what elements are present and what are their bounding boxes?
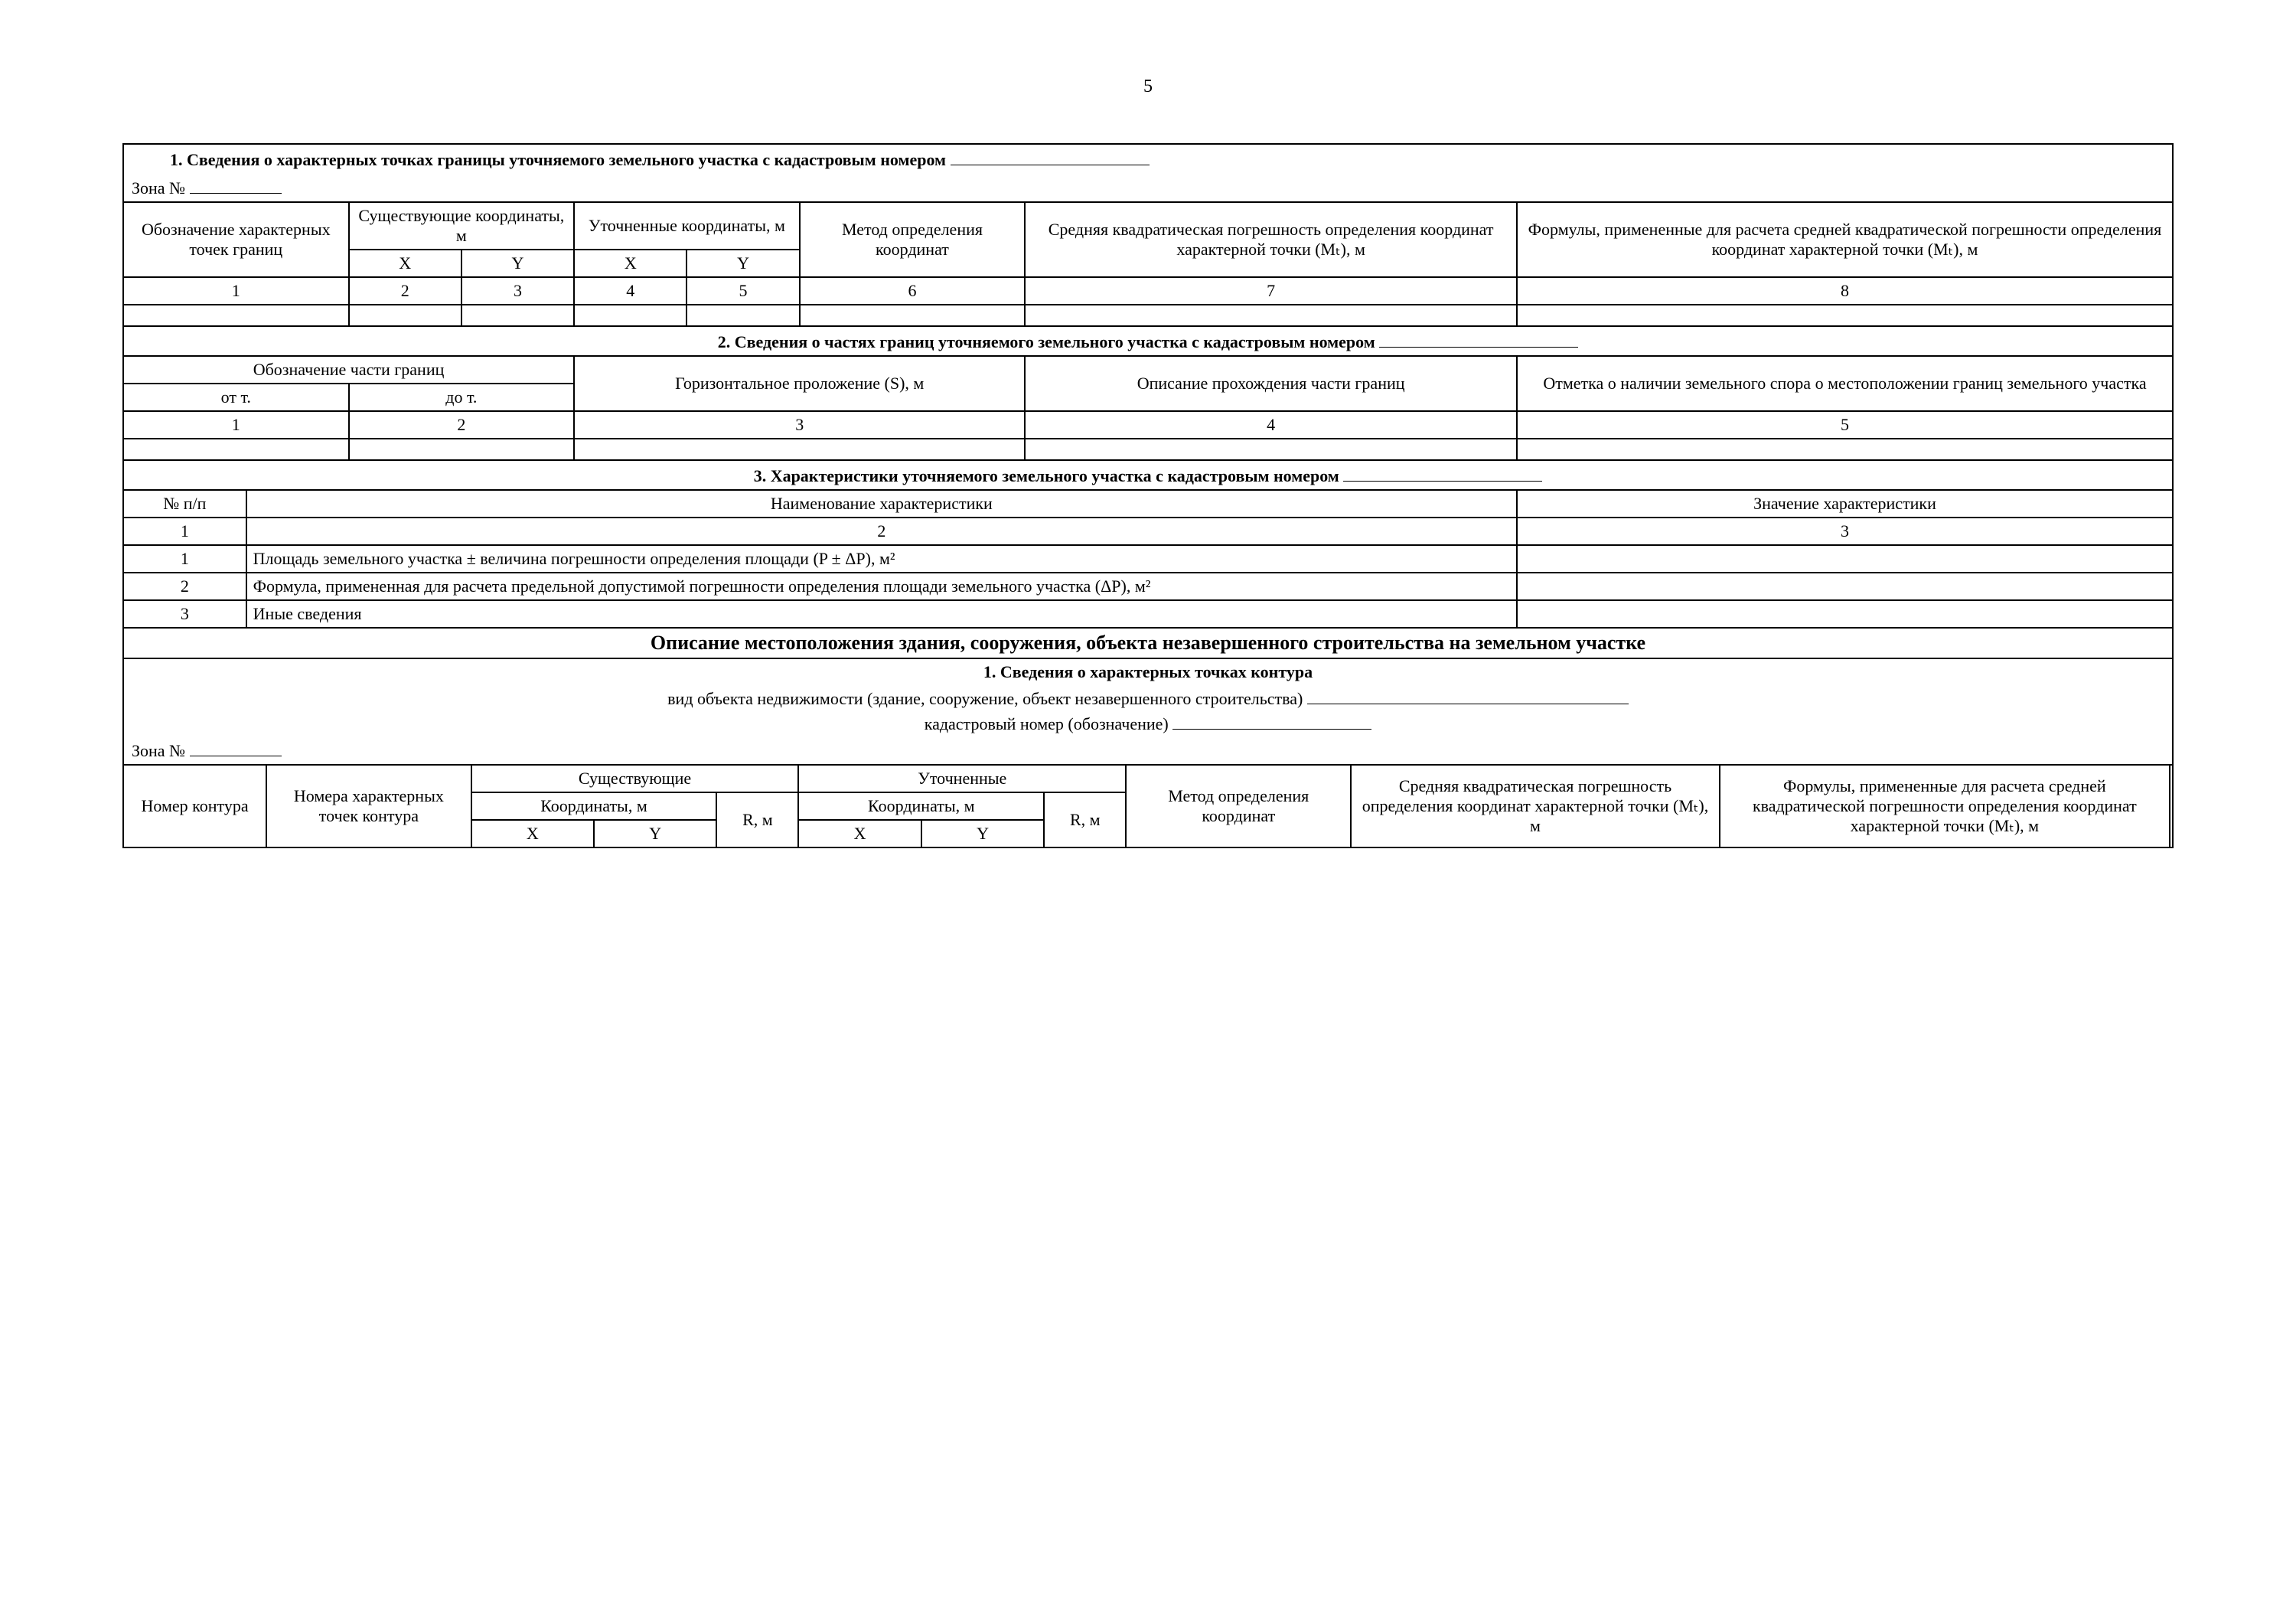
- s1n4: 4: [574, 277, 687, 305]
- section3-num-row: 1 2 3: [123, 518, 2173, 545]
- s4-zone-label: Зона №: [132, 741, 185, 760]
- section4-big-title: Описание местоположения здания, сооружен…: [123, 628, 2173, 658]
- s4-coord1: Координаты, м: [471, 792, 717, 820]
- s1-h-col5: Средняя квадратическая погрешность опред…: [1025, 202, 1517, 277]
- s3r3val: [1517, 600, 2173, 628]
- s3n3: 3: [1517, 518, 2173, 545]
- section2-empty-row: [123, 439, 2173, 460]
- s2-h-c4: Отметка о наличии земельного спора о мес…: [1517, 356, 2173, 411]
- section4-intro1: вид объекта недвижимости (здание, сооруж…: [667, 689, 1303, 708]
- s3-h3: Значение характеристики: [1517, 490, 2173, 518]
- section4-intro2-row: кадастровый номер (обозначение): [123, 710, 2173, 736]
- section2-blank: [1379, 330, 1578, 348]
- section3-row1: 1 Площадь земельного участка ± величина …: [123, 545, 2173, 573]
- s2-h-c2: Горизонтальное проложение (S), м: [574, 356, 1025, 411]
- s3r3name: Иные сведения: [246, 600, 1517, 628]
- page-number: 5: [122, 77, 2174, 97]
- s4-y1: Y: [594, 820, 716, 847]
- section1-title: 1. Сведения о характерных точках границы…: [170, 150, 946, 169]
- s4-c7: Формулы, примененные для расчета средней…: [1720, 765, 2170, 847]
- s4-zone-blank: [190, 739, 282, 756]
- s1-h-col4: Метод определения координат: [800, 202, 1026, 277]
- s3-h2: Наименование характеристики: [246, 490, 1517, 518]
- s2-h-s1b: до т.: [349, 384, 575, 411]
- s4-x1: X: [471, 820, 594, 847]
- section3-blank: [1343, 464, 1542, 482]
- s3-h1: № п/п: [123, 490, 246, 518]
- s3r1name: Площадь земельного участка ± величина по…: [246, 545, 1517, 573]
- section3-row2: 2 Формула, примененная для расчета преде…: [123, 573, 2173, 600]
- s2n4: 4: [1025, 411, 1517, 439]
- s1-y2: Y: [687, 250, 799, 277]
- s1n6: 6: [800, 277, 1026, 305]
- s3r2n: 2: [123, 573, 246, 600]
- section2-title-row: 2. Сведения о частях границ уточняемого …: [123, 326, 2173, 356]
- s4-coord2: Координаты, м: [798, 792, 1044, 820]
- section2-num-row: 1 2 3 4 5: [123, 411, 2173, 439]
- s4-c5: Метод определения координат: [1126, 765, 1351, 847]
- section3-title: 3. Характеристики уточняемого земельного…: [754, 466, 1339, 485]
- section2-title: 2. Сведения о частях границ уточняемого …: [718, 332, 1375, 351]
- s2-h-c3: Описание прохождения части границ: [1025, 356, 1517, 411]
- s3r1n: 1: [123, 545, 246, 573]
- section3-header-row: № п/п Наименование характеристики Значен…: [123, 490, 2173, 518]
- s4-g1: Существующие: [471, 765, 799, 792]
- s1-x2: X: [574, 250, 687, 277]
- s2-h-g1: Обозначение части границ: [123, 356, 574, 384]
- s1n3: 3: [461, 277, 574, 305]
- s3r2name: Формула, примененная для расчета предель…: [246, 573, 1517, 600]
- s4-g2: Уточненные: [798, 765, 1126, 792]
- s4-c2: Номера характерных точек контура: [266, 765, 471, 847]
- s3n1: 1: [123, 518, 246, 545]
- s3n2: 2: [246, 518, 1517, 545]
- s2n1: 1: [123, 411, 349, 439]
- section4-intro2: кадастровый номер (обозначение): [925, 714, 1169, 733]
- document-table: 1. Сведения о характерных точках границы…: [122, 143, 2174, 848]
- s2-h-s1a: от т.: [123, 384, 349, 411]
- section2-header-row1: Обозначение части границ Горизонтальное …: [123, 356, 2173, 384]
- s2n3: 3: [574, 411, 1025, 439]
- s4-c6: Средняя квадратическая погрешность опред…: [1351, 765, 1719, 847]
- section4-intro1-blank: [1307, 687, 1629, 704]
- s3r3n: 3: [123, 600, 246, 628]
- section1-zone: Зона №: [123, 173, 2173, 202]
- section1-empty-row: [123, 305, 2173, 326]
- s4-y2: Y: [921, 820, 1044, 847]
- s3r1val: [1517, 545, 2173, 573]
- s1-h-col3g: Уточненные координаты, м: [574, 202, 800, 250]
- s1n7: 7: [1025, 277, 1517, 305]
- section1-title-row: 1. Сведения о характерных точках границы…: [123, 144, 2173, 173]
- s1-x1: X: [349, 250, 461, 277]
- s4-x2: X: [798, 820, 921, 847]
- section4-hdr-inner: Номер контура Номера характерных точек к…: [123, 765, 2173, 847]
- section4-subtitle: 1. Сведения о характерных точках контура: [123, 658, 2173, 685]
- s1-h-col2g: Существующие координаты, м: [349, 202, 575, 250]
- s1-h-col1: Обозначение характерных точек границ: [123, 202, 349, 277]
- s1-y1: Y: [461, 250, 574, 277]
- section3-row3: 3 Иные сведения: [123, 600, 2173, 628]
- section4-intro1-row: вид объекта недвижимости (здание, сооруж…: [123, 685, 2173, 710]
- section1-blank: [951, 148, 1150, 165]
- section4-intro2-blank: [1172, 712, 1371, 730]
- section4-zone: Зона №: [123, 736, 2173, 765]
- s2n2: 2: [349, 411, 575, 439]
- zone-blank: [190, 176, 282, 194]
- s1n1: 1: [123, 277, 349, 305]
- s4-c1: Номер контура: [123, 765, 266, 847]
- zone-label: Зона №: [132, 178, 185, 198]
- section1-header-row1: Обозначение характерных точек границ Сущ…: [123, 202, 2173, 250]
- s2n5: 5: [1517, 411, 2173, 439]
- s4-r1: R, м: [716, 792, 798, 847]
- s1n5: 5: [687, 277, 799, 305]
- section3-title-row: 3. Характеристики уточняемого земельного…: [123, 460, 2173, 490]
- s1-h-col6: Формулы, примененные для расчета средней…: [1517, 202, 2173, 277]
- s4-r2: R, м: [1044, 792, 1126, 847]
- section1-num-row: 1 2 3 4 5 6 7 8: [123, 277, 2173, 305]
- s3r2val: [1517, 573, 2173, 600]
- s1n2: 2: [349, 277, 461, 305]
- s1n8: 8: [1517, 277, 2173, 305]
